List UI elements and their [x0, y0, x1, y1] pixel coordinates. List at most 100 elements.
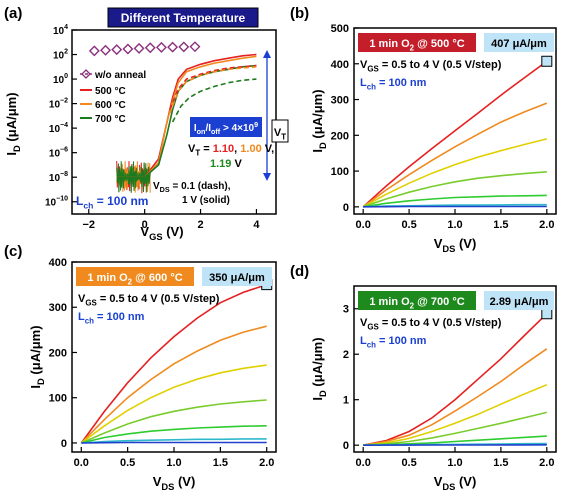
panel-a-ytick-label: 100	[53, 73, 68, 86]
panel-b-ytick-label: 500	[331, 23, 349, 35]
panel-d-series-line	[363, 411, 547, 446]
panel-a-xtick-label: −2	[82, 219, 95, 231]
panel-c-series-line	[80, 399, 267, 444]
panel-b-vgs-note: VGS = 0.5 to 4 V (0.5 V/step)	[360, 59, 502, 73]
panel-c-xtick-label: 2.0	[259, 457, 274, 469]
panel-d-ytick-label: 3	[343, 304, 349, 316]
panel-d-xlabel: VDS (V)	[434, 474, 477, 492]
panel-a-series-line	[169, 66, 257, 114]
panel-b-ytick-label: 0	[343, 202, 349, 214]
panel-c-vgs-note: VGS = 0.5 to 4 V (0.5 V/step)	[78, 293, 220, 307]
panel-c-xtick-label: 0.0	[74, 457, 89, 469]
panel-b-series-line	[362, 138, 547, 208]
panel-d-label: (d)	[290, 263, 309, 280]
panel-d-series-line	[363, 313, 548, 446]
panel-d-ytick-label: 0	[343, 440, 349, 452]
panel-a-series-line	[171, 78, 257, 123]
panel-a-vt-box	[271, 119, 289, 143]
panel-a-vds-note-2: 1 V (solid)	[182, 195, 230, 206]
panel-c-ytick-label: 400	[49, 257, 67, 269]
panel-a-legend-label: 500 °C	[95, 86, 126, 97]
panel-d-ytick-label: 1	[343, 395, 349, 407]
panel-b-xtick-label: 1.5	[493, 219, 508, 231]
panel-a-ytick-label: 10−4	[49, 122, 68, 135]
panel-b-value-text: 407 μA/μm	[491, 38, 547, 50]
panel-c-ylabel: ID (μA/μm)	[28, 325, 46, 388]
panel-d-xtick-label: 0.0	[356, 457, 371, 469]
panel-a-ytick-label: 10−2	[49, 98, 68, 111]
panel-c-ytick-label: 200	[49, 347, 67, 359]
panel-b-xtick-label: 0.5	[401, 219, 416, 231]
panel-a-marker-wo-anneal	[88, 45, 100, 57]
panel-c-value-text: 350 μA/μm	[209, 272, 265, 284]
panel-b-xlabel: VDS (V)	[434, 236, 477, 254]
panel-c-frame	[71, 261, 277, 453]
panel-a-title-box	[107, 7, 259, 28]
panel-a-xtick-label: 4	[253, 219, 260, 231]
panel-a-legend-diamond	[81, 69, 91, 79]
panel-d-lch: Lch = 100 nm	[360, 335, 427, 349]
panel-a-legend-label: 700 °C	[95, 114, 126, 125]
panel-a-xlabel: VGS (V)	[140, 224, 183, 242]
panel-a-vt-arrowhead-down	[263, 173, 271, 181]
panel-c-series-line	[80, 364, 267, 444]
panel-a-label: (a)	[4, 5, 22, 22]
panel-c-xlabel: VDS (V)	[153, 474, 196, 492]
panel-a-xtick-label: 0	[142, 219, 148, 231]
panel-b-ylabel: ID (μA/μm)	[310, 89, 328, 152]
panel-a-ytick-label: 102	[53, 49, 68, 62]
panel-d-xtick-label: 2.0	[539, 457, 554, 469]
panel-c-series-line	[80, 325, 267, 444]
panel-a-legend-label: w/o anneal	[94, 70, 146, 81]
panel-d-vgs-note: VGS = 0.5 to 4 V (0.5 V/step)	[360, 317, 502, 331]
panel-a-xtick-label: 2	[197, 219, 203, 231]
panel-c-xtick-label: 1.0	[166, 457, 181, 469]
panel-d-ylabel: ID (μA/μm)	[310, 337, 328, 400]
panel-a-vt-700: 1.19 V	[210, 158, 242, 170]
panel-b-series-line	[362, 102, 548, 208]
panel-c-xtick-label: 0.5	[120, 457, 135, 469]
panel-d-value-text: 2.89 μA/μm	[490, 296, 549, 308]
panel-b-ytick-label: 300	[331, 95, 349, 107]
panel-b-condition-box	[358, 33, 476, 52]
panel-a-vt-label: VT	[274, 127, 286, 141]
panel-d-condition-text: 1 min O2 @ 700 °C	[369, 296, 464, 310]
panel-c-condition-box	[76, 267, 194, 286]
panel-a-series-line	[116, 53, 257, 178]
panel-a-legend-label: 600 °C	[95, 100, 126, 111]
panel-a-marker-wo-anneal	[155, 41, 167, 53]
panel-d-series-line	[363, 348, 548, 446]
panel-b-xtick-label: 1.0	[447, 219, 462, 231]
panel-a-marker-wo-anneal	[189, 41, 201, 53]
panel-d-xtick-label: 0.5	[401, 457, 416, 469]
panel-b-frame	[353, 27, 557, 215]
panel-d-xtick-label: 1.0	[447, 457, 462, 469]
panel-c-ytick-label: 100	[49, 393, 67, 405]
panel-a-ytick-label: 10−6	[49, 147, 68, 160]
panel-a-series-line	[169, 64, 257, 110]
panel-c-series-line	[81, 438, 267, 444]
panel-b-series-line	[362, 60, 548, 208]
panel-b-xtick-label: 0.0	[356, 219, 371, 231]
panel-c-series-line	[81, 425, 267, 444]
panel-a-marker-wo-anneal	[100, 44, 112, 56]
panel-b-value-box	[484, 33, 554, 52]
panel-a-marker-wo-anneal	[167, 41, 179, 53]
panel-a-ytick-label: 104	[53, 24, 68, 37]
panel-a-ratio-box	[190, 117, 262, 137]
panel-c-ytick-label: 0	[61, 438, 67, 450]
panel-d-condition-box	[358, 291, 476, 310]
panel-b-series-line	[362, 171, 547, 208]
panel-d-ytick-label: 2	[343, 349, 349, 361]
panel-b-condition-text: 1 min O2 @ 500 °C	[369, 38, 464, 52]
panel-c-lch: Lch = 100 nm	[78, 311, 145, 325]
panel-c-xtick-label: 1.5	[213, 457, 228, 469]
panel-b-xtick-label: 2.0	[539, 219, 554, 231]
panel-a-title: Different Temperature	[121, 11, 246, 25]
panel-b-lch: Lch = 100 nm	[360, 77, 427, 91]
panel-a-marker-wo-anneal	[178, 41, 190, 53]
panel-a-marker-wo-anneal	[122, 43, 134, 55]
panel-b-ytick-label: 100	[331, 166, 349, 178]
panel-c-condition-text: 1 min O2 @ 600 °C	[87, 272, 182, 286]
